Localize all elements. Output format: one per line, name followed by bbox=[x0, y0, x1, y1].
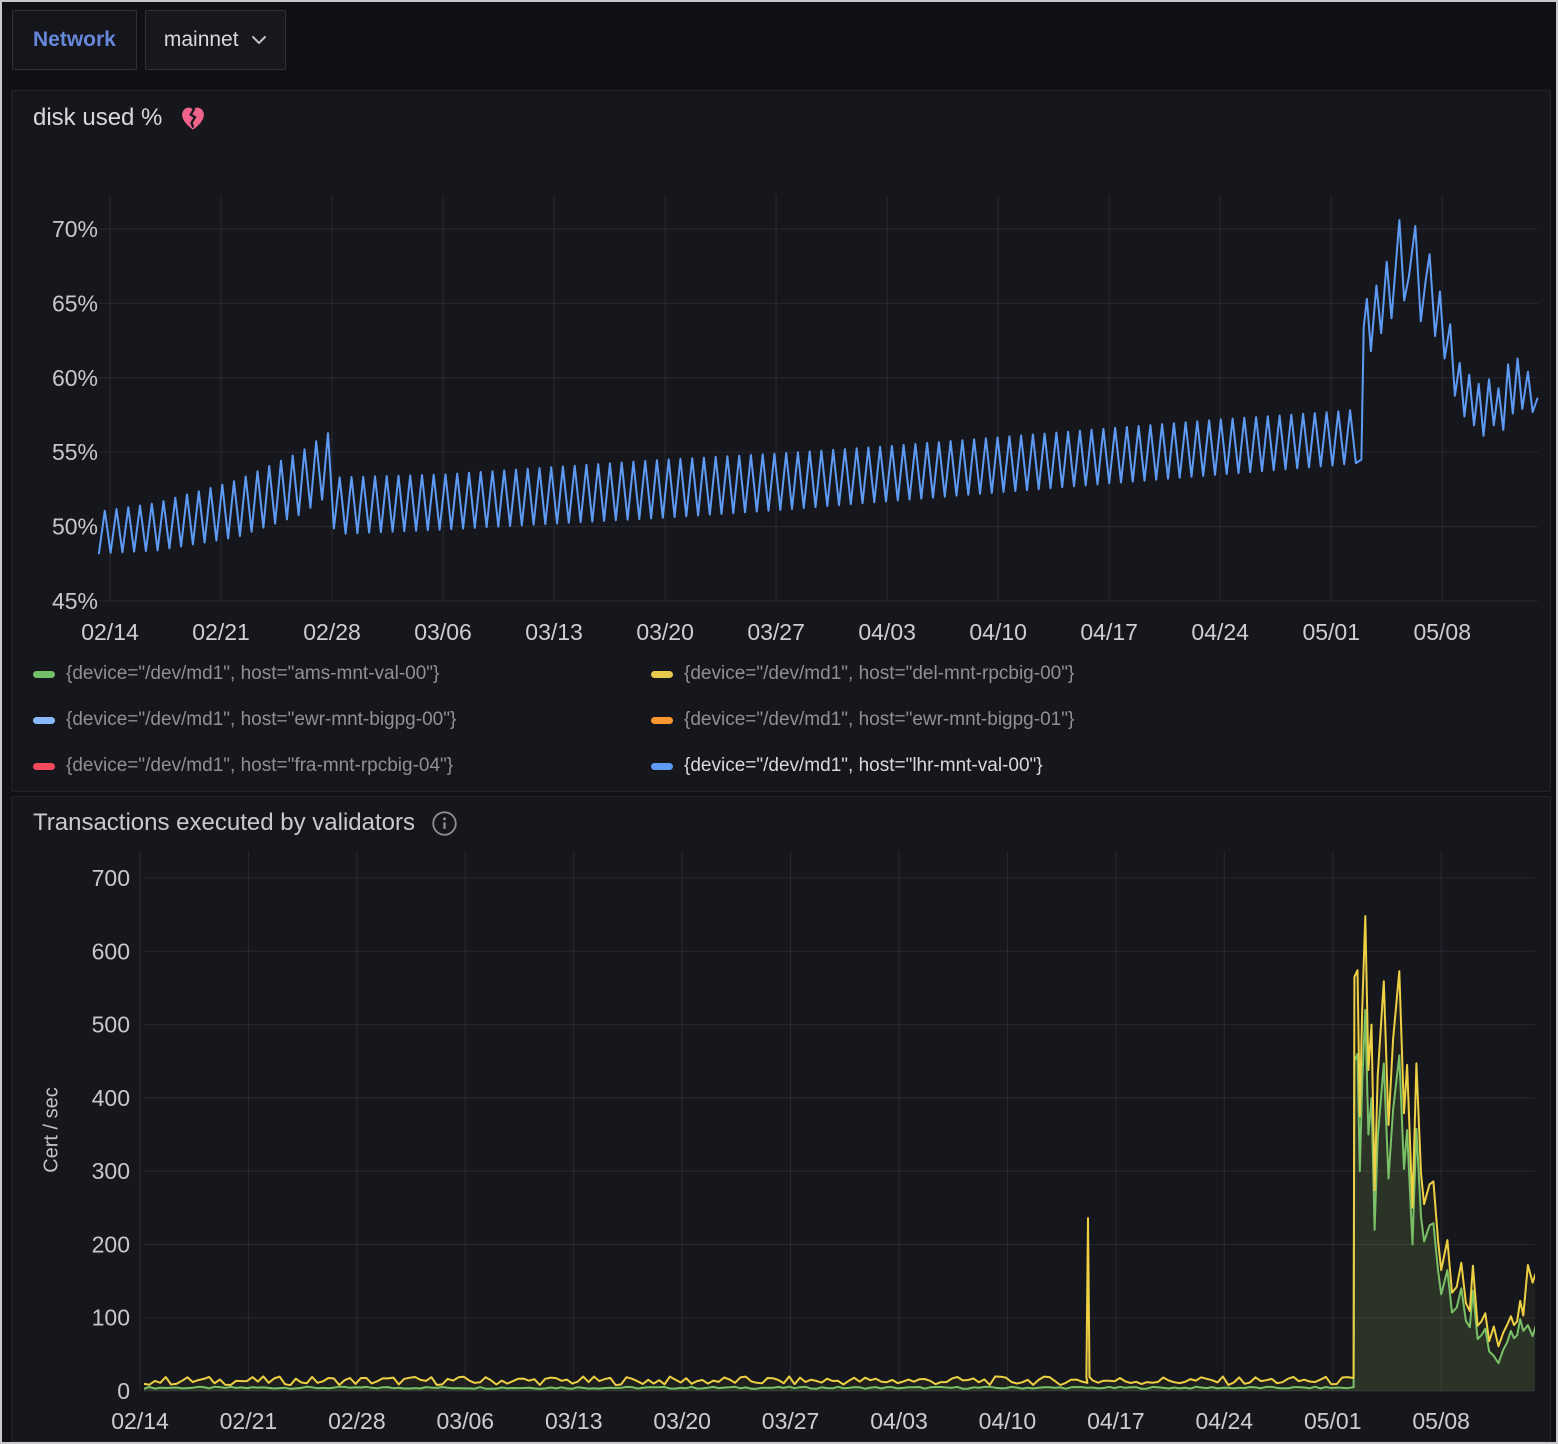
svg-text:0: 0 bbox=[117, 1378, 130, 1404]
chevron-down-icon bbox=[251, 35, 267, 45]
svg-text:50%: 50% bbox=[52, 514, 98, 540]
svg-text:02/28: 02/28 bbox=[328, 1408, 386, 1434]
svg-text:65%: 65% bbox=[52, 290, 98, 316]
broken-heart-icon bbox=[178, 103, 208, 133]
legend-series-label: {device="/dev/md1", host="fra-mnt-rpcbig… bbox=[66, 755, 454, 776]
legend-series-chip bbox=[651, 716, 673, 724]
legend-series-chip bbox=[33, 762, 55, 770]
svg-text:04/03: 04/03 bbox=[870, 1408, 928, 1434]
svg-text:600: 600 bbox=[92, 938, 130, 964]
svg-text:03/20: 03/20 bbox=[636, 619, 694, 645]
svg-text:55%: 55% bbox=[52, 439, 98, 465]
svg-text:200: 200 bbox=[92, 1231, 130, 1257]
legend-item[interactable]: {device="/dev/md1", host="ams-mnt-val-00… bbox=[33, 663, 651, 685]
legend-series-label: {device="/dev/md1", host="ams-mnt-val-00… bbox=[66, 663, 440, 684]
legend-series-chip bbox=[33, 670, 55, 678]
disk-used-panel: disk used % 45% 50% 55% 60% 65% 70% 02/14 02/21… bbox=[11, 90, 1551, 792]
network-variable-label: Network bbox=[12, 10, 137, 70]
legend-item[interactable]: {device="/dev/md1", host="lhr-mnt-val-00… bbox=[651, 755, 1074, 777]
svg-text:02/28: 02/28 bbox=[303, 619, 361, 645]
svg-text:04/10: 04/10 bbox=[979, 1408, 1037, 1434]
transactions-panel: Transactions executed by validators Cert… bbox=[11, 796, 1551, 1442]
legend-series-chip bbox=[651, 670, 673, 678]
legend-item[interactable]: {device="/dev/md1", host="ewr-mnt-bigpg-… bbox=[651, 709, 1074, 731]
disk-used-legend: {device="/dev/md1", host="ams-mnt-val-00… bbox=[33, 663, 1074, 777]
svg-text:03/06: 03/06 bbox=[437, 1408, 495, 1434]
dashboard-variables-bar: Network mainnet bbox=[12, 10, 286, 70]
svg-text:03/06: 03/06 bbox=[414, 619, 472, 645]
network-variable-value: mainnet bbox=[163, 28, 239, 51]
svg-text:05/08: 05/08 bbox=[1413, 619, 1471, 645]
svg-text:03/13: 03/13 bbox=[525, 619, 583, 645]
legend-series-label: {device="/dev/md1", host="ewr-mnt-bigpg-… bbox=[684, 709, 1075, 730]
network-variable-dropdown[interactable]: mainnet bbox=[144, 10, 286, 70]
legend-series-label: {device="/dev/md1", host="del-mnt-rpcbig… bbox=[684, 663, 1075, 684]
svg-text:03/20: 03/20 bbox=[653, 1408, 711, 1434]
svg-text:100: 100 bbox=[92, 1305, 130, 1331]
network-variable-label-text: Network bbox=[33, 28, 116, 51]
svg-text:45%: 45% bbox=[52, 588, 98, 614]
disk-used-panel-title-text: disk used % bbox=[33, 104, 163, 131]
svg-text:60%: 60% bbox=[52, 365, 98, 391]
transactions-chart[interactable]: 0 100 200 300 400 500 600 700 02/14 02/21 02/28 03/… bbox=[12, 841, 1552, 1444]
svg-text:70%: 70% bbox=[52, 216, 98, 242]
svg-text:02/14: 02/14 bbox=[81, 619, 139, 645]
legend-series-chip bbox=[651, 762, 673, 770]
svg-text:02/21: 02/21 bbox=[220, 1408, 278, 1434]
legend-series-label: {device="/dev/md1", host="lhr-mnt-val-00… bbox=[684, 755, 1043, 776]
svg-text:02/21: 02/21 bbox=[192, 619, 250, 645]
svg-text:05/08: 05/08 bbox=[1412, 1408, 1470, 1434]
svg-text:04/17: 04/17 bbox=[1080, 619, 1138, 645]
legend-item[interactable]: {device="/dev/md1", host="ewr-mnt-bigpg-… bbox=[33, 709, 651, 731]
svg-text:400: 400 bbox=[92, 1085, 130, 1111]
transactions-panel-title-text: Transactions executed by validators bbox=[33, 809, 415, 836]
svg-text:04/03: 04/03 bbox=[858, 619, 916, 645]
svg-text:04/24: 04/24 bbox=[1191, 619, 1249, 645]
svg-text:03/27: 03/27 bbox=[747, 619, 805, 645]
legend-series-label: {device="/dev/md1", host="ewr-mnt-bigpg-… bbox=[66, 709, 457, 730]
svg-text:300: 300 bbox=[92, 1158, 130, 1184]
svg-text:04/10: 04/10 bbox=[969, 619, 1027, 645]
svg-text:03/13: 03/13 bbox=[545, 1408, 603, 1434]
svg-text:700: 700 bbox=[92, 865, 130, 891]
disk-used-chart[interactable]: 45% 50% 55% 60% 65% 70% 02/14 02/21 02/28 03/06 03… bbox=[12, 181, 1552, 661]
svg-text:02/14: 02/14 bbox=[111, 1408, 169, 1434]
legend-series-chip bbox=[33, 716, 55, 724]
svg-text:04/24: 04/24 bbox=[1196, 1408, 1254, 1434]
svg-text:05/01: 05/01 bbox=[1302, 619, 1360, 645]
info-icon[interactable] bbox=[431, 810, 458, 837]
legend-item[interactable]: {device="/dev/md1", host="del-mnt-rpcbig… bbox=[651, 663, 1074, 685]
svg-text:500: 500 bbox=[92, 1012, 130, 1038]
disk-used-panel-title[interactable]: disk used % bbox=[33, 103, 208, 133]
legend-item[interactable]: {device="/dev/md1", host="fra-mnt-rpcbig… bbox=[33, 755, 651, 777]
svg-text:04/17: 04/17 bbox=[1087, 1408, 1145, 1434]
transactions-panel-title[interactable]: Transactions executed by validators bbox=[33, 809, 458, 837]
svg-text:05/01: 05/01 bbox=[1304, 1408, 1362, 1434]
svg-text:03/27: 03/27 bbox=[762, 1408, 820, 1434]
